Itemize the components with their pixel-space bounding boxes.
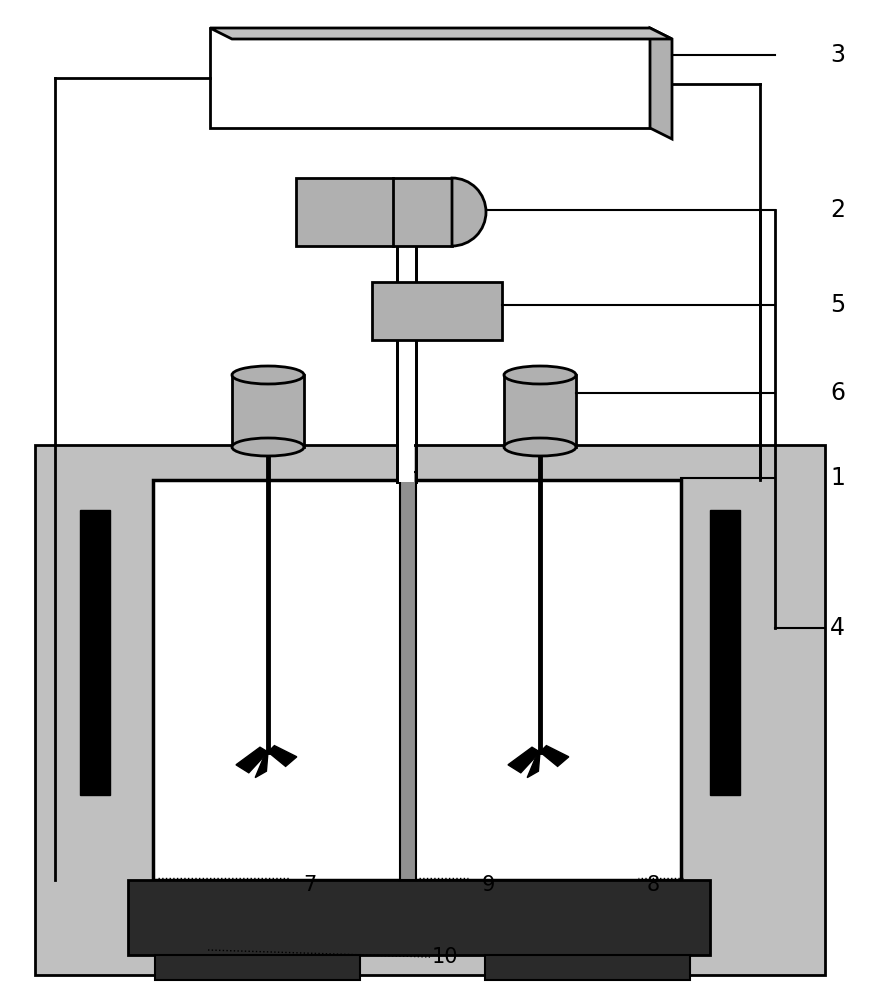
- Text: 2: 2: [829, 198, 844, 222]
- Wedge shape: [452, 178, 486, 246]
- Bar: [398, 247, 414, 482]
- Polygon shape: [236, 747, 267, 773]
- Bar: [80, 510, 110, 795]
- Text: 9: 9: [481, 875, 494, 895]
- Bar: [35, 445, 824, 975]
- Bar: [400, 472, 416, 880]
- Text: 7: 7: [303, 875, 317, 895]
- Bar: [155, 955, 360, 980]
- Polygon shape: [539, 746, 568, 766]
- Polygon shape: [267, 746, 296, 766]
- Polygon shape: [508, 747, 539, 773]
- Bar: [128, 880, 709, 955]
- Bar: [709, 510, 739, 795]
- Ellipse shape: [503, 366, 575, 384]
- Bar: [210, 28, 649, 128]
- Text: 3: 3: [829, 43, 844, 67]
- Text: 1: 1: [829, 466, 844, 490]
- Polygon shape: [210, 28, 671, 39]
- Bar: [503, 375, 575, 447]
- Polygon shape: [649, 28, 671, 139]
- Text: 8: 8: [645, 875, 659, 895]
- Text: 5: 5: [829, 293, 845, 317]
- Bar: [232, 375, 303, 447]
- Ellipse shape: [232, 438, 303, 456]
- Text: 4: 4: [829, 616, 844, 640]
- Ellipse shape: [232, 366, 303, 384]
- Bar: [153, 480, 681, 880]
- Polygon shape: [255, 752, 267, 778]
- Bar: [296, 178, 452, 246]
- Text: 10: 10: [431, 947, 458, 967]
- Bar: [372, 282, 502, 340]
- Text: 6: 6: [829, 381, 844, 405]
- Ellipse shape: [503, 438, 575, 456]
- Bar: [484, 955, 689, 980]
- Polygon shape: [526, 752, 539, 778]
